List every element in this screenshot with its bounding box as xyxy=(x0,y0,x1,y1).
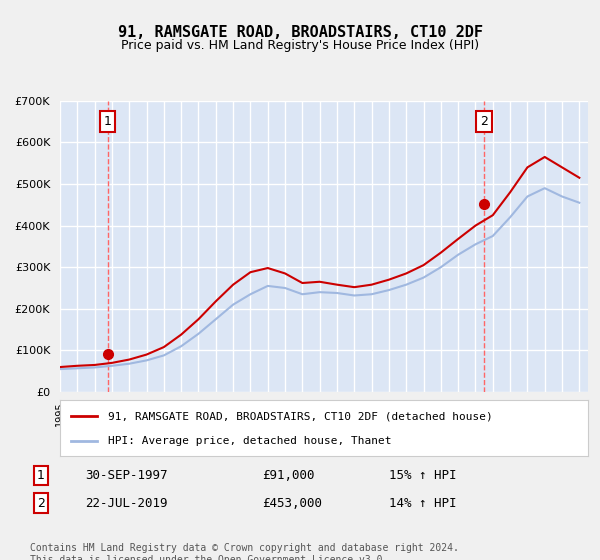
Text: 2: 2 xyxy=(480,115,488,128)
Text: £453,000: £453,000 xyxy=(262,497,322,510)
Text: HPI: Average price, detached house, Thanet: HPI: Average price, detached house, Than… xyxy=(107,436,391,446)
Text: 91, RAMSGATE ROAD, BROADSTAIRS, CT10 2DF (detached house): 91, RAMSGATE ROAD, BROADSTAIRS, CT10 2DF… xyxy=(107,411,492,421)
Text: 2: 2 xyxy=(37,497,45,510)
Text: 91, RAMSGATE ROAD, BROADSTAIRS, CT10 2DF: 91, RAMSGATE ROAD, BROADSTAIRS, CT10 2DF xyxy=(118,25,482,40)
Text: £91,000: £91,000 xyxy=(262,469,314,482)
Text: 1: 1 xyxy=(104,115,112,128)
Text: 14% ↑ HPI: 14% ↑ HPI xyxy=(389,497,457,510)
Text: 30-SEP-1997: 30-SEP-1997 xyxy=(85,469,168,482)
Text: 22-JUL-2019: 22-JUL-2019 xyxy=(85,497,168,510)
Text: 1: 1 xyxy=(37,469,45,482)
Text: 15% ↑ HPI: 15% ↑ HPI xyxy=(389,469,457,482)
Text: Price paid vs. HM Land Registry's House Price Index (HPI): Price paid vs. HM Land Registry's House … xyxy=(121,39,479,52)
Text: Contains HM Land Registry data © Crown copyright and database right 2024.
This d: Contains HM Land Registry data © Crown c… xyxy=(30,543,459,560)
